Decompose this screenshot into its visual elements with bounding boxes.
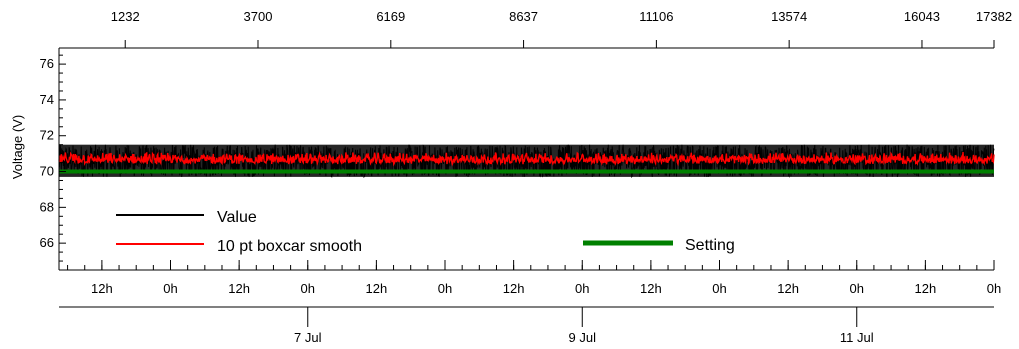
hour-tick-label: 0h	[850, 281, 864, 296]
y-tick-label: 70	[40, 164, 54, 179]
plot-area	[58, 144, 995, 179]
top-tick-label: 3700	[244, 9, 273, 24]
hour-tick-label: 0h	[163, 281, 177, 296]
hour-tick-label: 0h	[438, 281, 452, 296]
hour-tick-label: 12h	[228, 281, 250, 296]
y-tick-label: 68	[40, 199, 54, 214]
hour-tick-label: 12h	[777, 281, 799, 296]
date-tick-label: 7 Jul	[294, 330, 322, 345]
top-tick-label: 8637	[509, 9, 538, 24]
hour-tick-label: 12h	[366, 281, 388, 296]
axes: 66 68 70 72 74 76 Voltage (V) 1232 3700 6169 8637 1…	[10, 9, 1012, 345]
top-tick-label: 1232	[111, 9, 140, 24]
y-tick-label: 72	[40, 128, 54, 143]
y-tick-label: 66	[40, 235, 54, 250]
y-axis-label: Voltage (V)	[10, 115, 25, 179]
hour-tick-label: 0h	[301, 281, 315, 296]
hour-tick-label: 0h	[712, 281, 726, 296]
top-tick-label: 11106	[639, 9, 673, 24]
hour-tick-label: 12h	[91, 281, 113, 296]
legend-label: Setting	[685, 237, 735, 254]
date-tick-label: 11 Jul	[840, 330, 874, 345]
hour-tick-label: 0h	[987, 281, 1001, 296]
hour-tick-label: 12h	[503, 281, 525, 296]
legend: Value 10 pt boxcar smooth Setting	[116, 209, 735, 255]
hour-tick-label: 0h	[575, 281, 589, 296]
y-tick-label: 76	[40, 56, 54, 71]
date-tick-label: 9 Jul	[569, 330, 597, 345]
top-tick-label: 13574	[771, 9, 807, 24]
legend-label: 10 pt boxcar smooth	[217, 238, 362, 255]
hour-tick-label: 12h	[915, 281, 937, 296]
top-tick-label: 17382	[976, 9, 1012, 24]
series-boxcar-smooth	[58, 151, 995, 167]
y-tick-label: 74	[40, 92, 54, 107]
top-tick-label: 16043	[904, 9, 940, 24]
top-tick-label: 6169	[376, 9, 405, 24]
hour-tick-label: 12h	[640, 281, 662, 296]
legend-label: Value	[217, 209, 257, 226]
